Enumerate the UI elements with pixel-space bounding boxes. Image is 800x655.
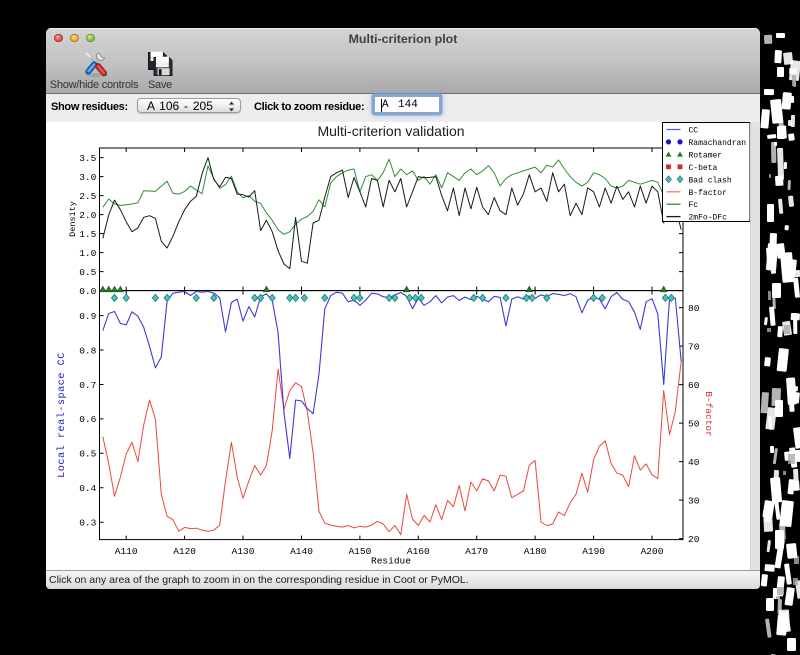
svg-text:Fc: Fc: [689, 201, 699, 210]
svg-text:Rotamer: Rotamer: [689, 151, 723, 160]
svg-text:CC: CC: [689, 127, 699, 136]
svg-text:A180: A180: [524, 546, 547, 557]
svg-text:0.5: 0.5: [79, 449, 96, 460]
svg-text:20: 20: [688, 534, 700, 545]
svg-text:2.5: 2.5: [79, 191, 96, 202]
svg-text:0.7: 0.7: [79, 380, 96, 391]
svg-text:A120: A120: [173, 546, 196, 557]
svg-text:0.9: 0.9: [79, 311, 96, 322]
svg-text:1.0: 1.0: [79, 248, 96, 259]
svg-text:A130: A130: [232, 546, 255, 557]
svg-text:2.0: 2.0: [79, 210, 96, 221]
svg-text:A150: A150: [348, 546, 371, 557]
svg-text:A160: A160: [407, 546, 430, 557]
svg-text:60: 60: [688, 380, 700, 391]
svg-text:A140: A140: [290, 546, 313, 557]
svg-text:3.0: 3.0: [79, 172, 96, 183]
svg-text:B-factor: B-factor: [703, 391, 714, 437]
svg-text:B-factor: B-factor: [689, 189, 728, 198]
svg-text:A170: A170: [465, 546, 488, 557]
svg-text:0.8: 0.8: [79, 345, 96, 356]
svg-text:40: 40: [688, 457, 700, 468]
svg-text:2mFo-DFc: 2mFo-DFc: [689, 214, 728, 223]
svg-text:Multi-criterion validation: Multi-criterion validation: [317, 123, 464, 139]
svg-text:A200: A200: [641, 546, 664, 557]
svg-text:50: 50: [688, 418, 700, 429]
svg-text:0.6: 0.6: [79, 414, 96, 425]
svg-text:C-beta: C-beta: [689, 164, 718, 173]
svg-text:A190: A190: [582, 546, 605, 557]
svg-text:0.0: 0.0: [79, 286, 96, 297]
svg-text:Ramachandran: Ramachandran: [689, 139, 747, 148]
svg-text:A110: A110: [115, 546, 138, 557]
svg-text:80: 80: [688, 303, 700, 314]
svg-text:Density: Density: [68, 201, 78, 237]
svg-text:Residue: Residue: [371, 556, 411, 567]
svg-text:Bad clash: Bad clash: [689, 176, 732, 185]
svg-text:0.4: 0.4: [79, 483, 96, 494]
svg-text:70: 70: [688, 341, 700, 352]
svg-text:0.3: 0.3: [79, 518, 96, 529]
svg-text:Local real-space CC: Local real-space CC: [56, 352, 68, 478]
svg-text:1.5: 1.5: [79, 229, 96, 240]
svg-text:0.5: 0.5: [79, 267, 96, 278]
svg-text:30: 30: [688, 495, 700, 506]
svg-text:3.5: 3.5: [79, 153, 96, 164]
